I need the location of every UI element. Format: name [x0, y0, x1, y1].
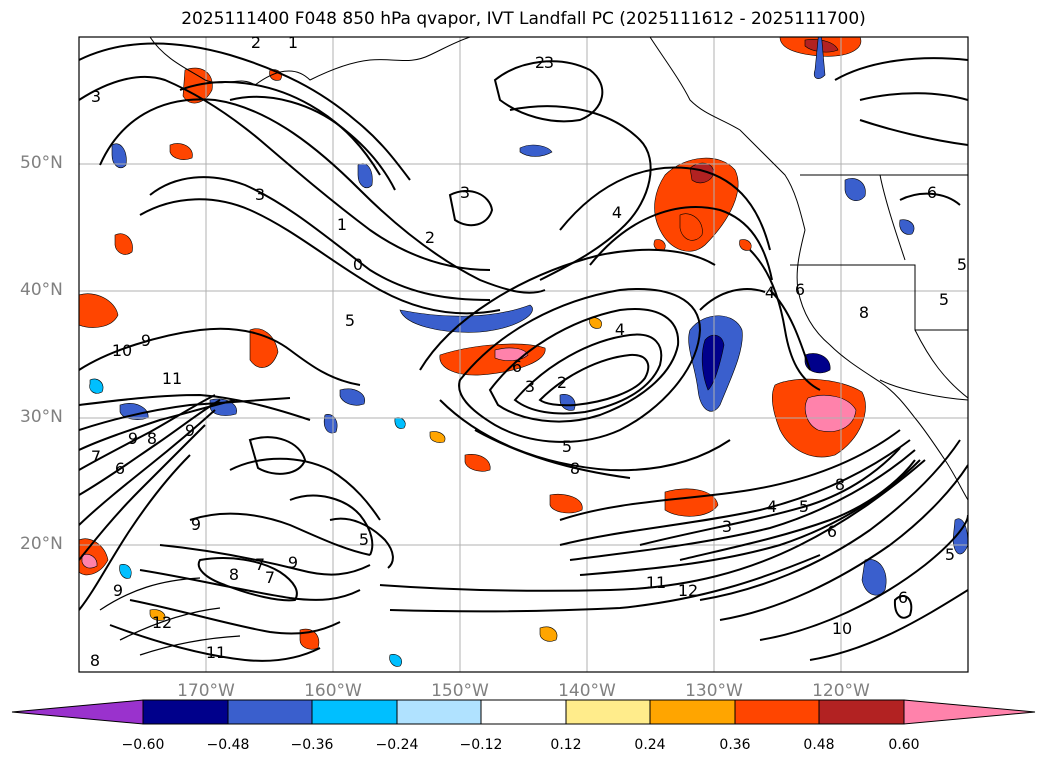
contour-label: 8	[90, 651, 100, 670]
contour-label-group: 3 2 1 3 2 3 1 0 2 3 4 5 6 4 5 3 2 6 9 10…	[90, 33, 967, 670]
colorbar-tick-label: 0.36	[719, 737, 751, 753]
colorbar-tick-label: −0.48	[206, 737, 250, 753]
contour-label: 9	[288, 553, 298, 572]
contour-label: 6	[898, 588, 908, 607]
contour-label: 8	[859, 303, 869, 322]
lon-label-130w: 130°W	[685, 681, 743, 701]
secondary-contours	[99, 577, 241, 656]
contour-label: 9	[128, 429, 138, 448]
contour-label: 6	[827, 522, 837, 541]
contour-label: 6	[927, 183, 937, 202]
map-title: 2025111400 F048 850 hPa qvapor, IVT Land…	[181, 9, 866, 29]
contour-label: 9	[141, 331, 151, 350]
contour-label: 9	[113, 581, 123, 600]
colorbar-segment	[311, 699, 398, 725]
lon-label-140w: 140°W	[558, 681, 616, 701]
contour-label: 11	[206, 643, 226, 662]
contour-label: 8	[229, 565, 239, 584]
contour-label: 7	[265, 568, 275, 587]
lat-label-50n: 50°N	[20, 153, 63, 173]
contour-label: 7	[91, 447, 101, 466]
contour-label: 1	[288, 33, 298, 52]
colorbar-tick-label: 0.12	[550, 737, 582, 753]
lat-label-20n: 20°N	[20, 534, 63, 554]
contour-label: 12	[678, 581, 698, 600]
contour-label: 7	[255, 555, 265, 574]
colorbar-segment	[649, 699, 736, 725]
contour-label: 5	[945, 545, 955, 564]
contour-label: 11	[162, 369, 182, 388]
contour-label: 5	[939, 290, 949, 309]
contour-label: 4	[612, 203, 622, 222]
colorbar-extend-high	[903, 699, 1036, 725]
contour-label: 4	[615, 320, 625, 339]
colorbar-segment	[734, 699, 820, 725]
contour-label: 3	[722, 517, 732, 536]
contour-label: 9	[185, 421, 195, 440]
contour-label: 2	[251, 33, 261, 52]
contour-label: 2	[557, 373, 567, 392]
contour-label: 6	[115, 459, 125, 478]
coastlines	[149, 37, 968, 501]
contour-label: 12	[152, 613, 172, 632]
colorbar-extend-low	[11, 699, 144, 725]
lon-label-120w: 120°W	[812, 681, 870, 701]
contour-label: 8	[147, 429, 157, 448]
colorbar-tick-label: −0.12	[459, 737, 503, 753]
contour-label: 3	[255, 185, 265, 204]
colorbar-tick-label: −0.24	[375, 737, 419, 753]
contour-label: 5	[957, 255, 967, 274]
contour-label: 5	[799, 497, 809, 516]
colorbar-tick-label: 0.48	[803, 737, 835, 753]
contour-label: 0	[353, 255, 363, 274]
contour-label: 11	[646, 573, 666, 592]
contour-label: 9	[191, 515, 201, 534]
colorbar	[11, 699, 1036, 725]
contour-label: 3	[460, 183, 470, 202]
colorbar-segment	[396, 699, 482, 725]
contour-label: 3	[91, 87, 101, 106]
contour-label: 2	[425, 228, 435, 247]
contour-label: 4	[765, 283, 775, 302]
contour-label: 4	[767, 497, 777, 516]
colorbar-segment	[480, 699, 567, 725]
contour-label: 10	[832, 619, 852, 638]
colorbar-tick-label: 0.24	[634, 737, 666, 753]
colorbar-segment	[818, 699, 905, 725]
contour-label: 10	[112, 341, 132, 360]
contour-lines	[79, 42, 968, 662]
lon-label-160w: 160°W	[304, 681, 362, 701]
negative-anomaly-patches	[89, 37, 968, 667]
contour-label: 5	[562, 437, 572, 456]
colorbar-tick-label: −0.60	[121, 737, 165, 753]
colorbar-tick-label: −0.36	[290, 737, 334, 753]
contour-label: 1	[337, 215, 347, 234]
lon-label-150w: 150°W	[431, 681, 489, 701]
contour-label: 8	[570, 459, 580, 478]
graticule	[79, 37, 968, 672]
colorbar-segment	[227, 699, 313, 725]
contour-label: 3	[525, 377, 535, 396]
contour-label: 6	[795, 280, 805, 299]
contour-label: 5	[359, 530, 369, 549]
contour-label: 2	[535, 53, 545, 72]
contour-label: 8	[835, 475, 845, 494]
colorbar-segment	[565, 699, 651, 725]
plot-frame	[78, 36, 969, 673]
lon-label-170w: 170°W	[177, 681, 235, 701]
lat-label-30n: 30°N	[20, 407, 63, 427]
contour-label: 3	[544, 53, 554, 72]
contour-label: 6	[512, 357, 522, 376]
colorbar-segment	[142, 699, 229, 725]
contour-label: 5	[345, 311, 355, 330]
colorbar-tick-label: 0.60	[888, 737, 920, 753]
lat-label-40n: 40°N	[20, 280, 63, 300]
